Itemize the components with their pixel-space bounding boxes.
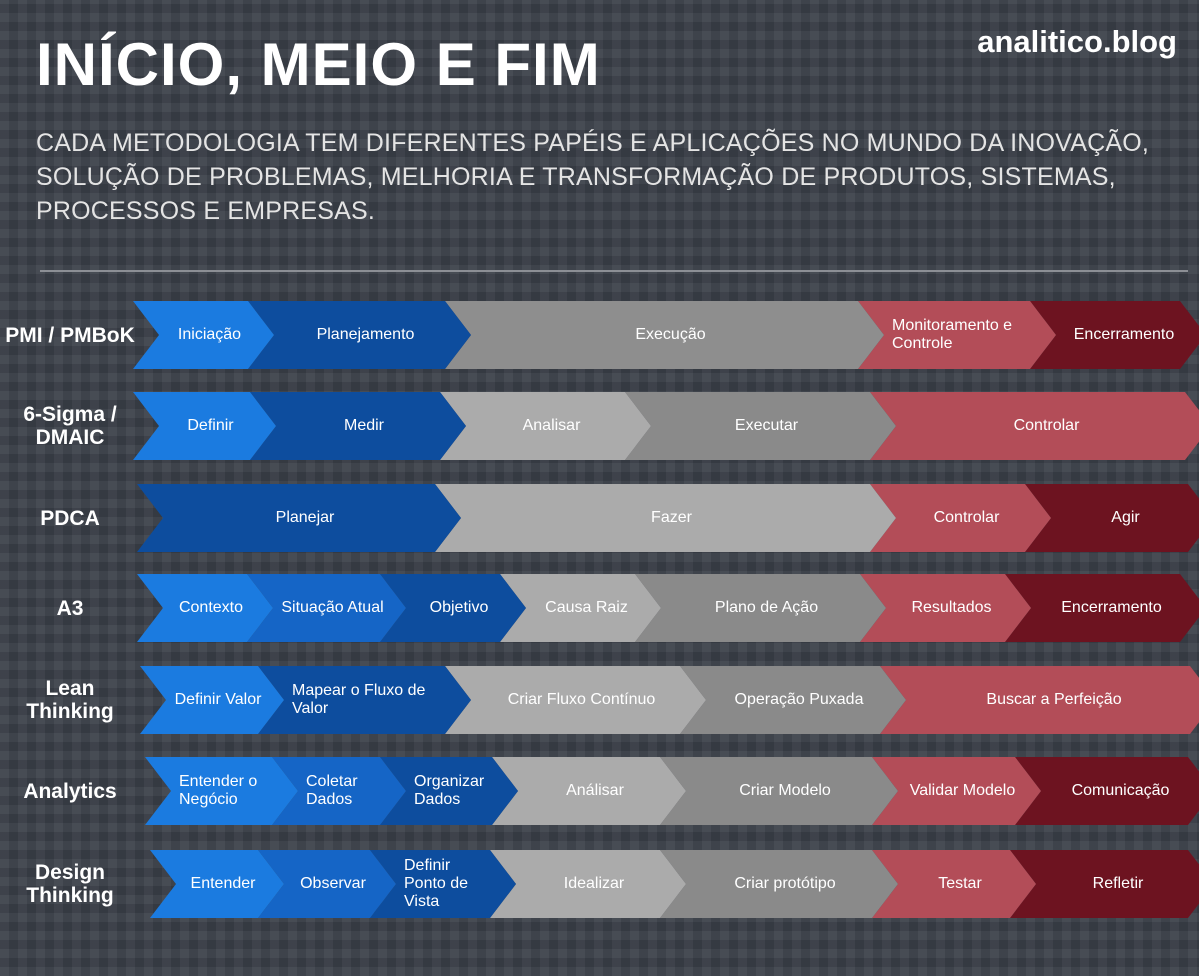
step: Situação Atual (247, 574, 406, 642)
divider (40, 270, 1188, 272)
step: Causa Raiz (500, 574, 661, 642)
step-text: Planejar (275, 509, 335, 526)
step-text: Criar protótipo (734, 875, 836, 892)
step-text: Fazer (651, 509, 692, 526)
row-label: PDCA (40, 506, 100, 530)
step-text: Monitoramento e Controle (892, 317, 1013, 352)
step: Idealizar (490, 850, 686, 918)
step-text: Controlar (933, 509, 1000, 526)
step: Controlar (870, 484, 1051, 552)
row-label: Design Thinking (26, 861, 114, 907)
step-text: Objetivo (429, 599, 489, 616)
step-text: Análisar (566, 782, 624, 799)
step-text: Resultados (911, 599, 992, 616)
step: Entender (150, 850, 284, 918)
step-text: Criar Fluxo Contínuo (507, 691, 656, 708)
row-label: PMI / PMBoK (5, 323, 135, 347)
step: Medir (250, 392, 466, 460)
step: Criar protótipo (660, 850, 898, 918)
step: Testar (872, 850, 1036, 918)
step: Iniciação (133, 301, 274, 369)
step-text: Entender o Negócio (179, 773, 258, 808)
step-text: Definir Ponto de Vista (404, 857, 469, 910)
step-text: Refletir (1092, 875, 1144, 892)
step: Analisar (440, 392, 651, 460)
step: Planejar (137, 484, 461, 552)
step-text: Executar (734, 417, 799, 434)
step-text: Testar (938, 875, 982, 892)
row-label: Analytics (23, 779, 117, 803)
step-text: Execução (635, 326, 706, 343)
step: Planejamento (248, 301, 471, 369)
step-text: Idealizar (563, 875, 625, 892)
step-text: Plano de Ação (714, 599, 819, 616)
step: Fazer (435, 484, 896, 552)
step: Agir (1025, 484, 1199, 552)
step-text: Iniciação (177, 326, 242, 343)
step-text: Comunicação (1071, 782, 1170, 799)
row-label: 6-Sigma / DMAIC (23, 403, 117, 449)
step-text: Controlar (1013, 417, 1080, 434)
step: Executar (625, 392, 896, 460)
row-label: Lean Thinking (26, 677, 114, 723)
step-text: Agir (1111, 509, 1140, 526)
step: Encerramento (1005, 574, 1199, 642)
step-text: Definir Valor (174, 691, 262, 708)
step: Encerramento (1030, 301, 1199, 369)
subtitle: CADA METODOLOGIA TEM DIFERENTES PAPÉIS E… (36, 129, 1149, 225)
step: Buscar a Perfeição (880, 666, 1199, 734)
step: Execução (445, 301, 884, 369)
step-text: Coletar Dados (306, 773, 358, 808)
step-text: Encerramento (1061, 599, 1162, 616)
step: Operação Puxada (680, 666, 906, 734)
step-text: Mapear o Fluxo de Valor (292, 682, 426, 717)
step: Definir (133, 392, 276, 460)
step-text: Buscar a Perfeição (986, 691, 1122, 708)
step-text: Planejamento (316, 326, 415, 343)
step: Mapear o Fluxo de Valor (258, 666, 471, 734)
step-text: Situação Atual (281, 599, 384, 616)
step: Criar Fluxo Contínuo (445, 666, 706, 734)
step: Refletir (1010, 850, 1199, 918)
step-text: Definir (187, 417, 234, 434)
site-name: analitico.blog (977, 24, 1177, 59)
step-text: Encerramento (1073, 326, 1175, 343)
step: Validar Modelo (872, 757, 1041, 825)
step-text: Organizar Dados (414, 773, 485, 808)
step-text: Causa Raiz (545, 599, 628, 616)
step-text: Criar Modelo (739, 782, 831, 799)
step: Contexto (137, 574, 273, 642)
step: Controlar (870, 392, 1199, 460)
title: INÍCIO, MEIO E FIM (36, 31, 601, 98)
step: Resultados (860, 574, 1031, 642)
step-text: Operação Puxada (734, 691, 864, 708)
step: Monitoramento e Controle (858, 301, 1056, 369)
step-text: Analisar (522, 417, 581, 434)
step-text: Medir (343, 417, 384, 434)
step-text: Entender (190, 875, 256, 892)
step: Definir Valor (140, 666, 284, 734)
step-text: Validar Modelo (909, 782, 1016, 799)
step: Plano de Ação (635, 574, 886, 642)
step: Comunicação (1015, 757, 1199, 825)
step-text: Contexto (178, 599, 244, 616)
step: Análisar (492, 757, 686, 825)
row-label: A3 (56, 596, 84, 620)
step-text: Observar (300, 875, 366, 892)
step: Entender o Negócio (145, 757, 298, 825)
step: Criar Modelo (660, 757, 898, 825)
